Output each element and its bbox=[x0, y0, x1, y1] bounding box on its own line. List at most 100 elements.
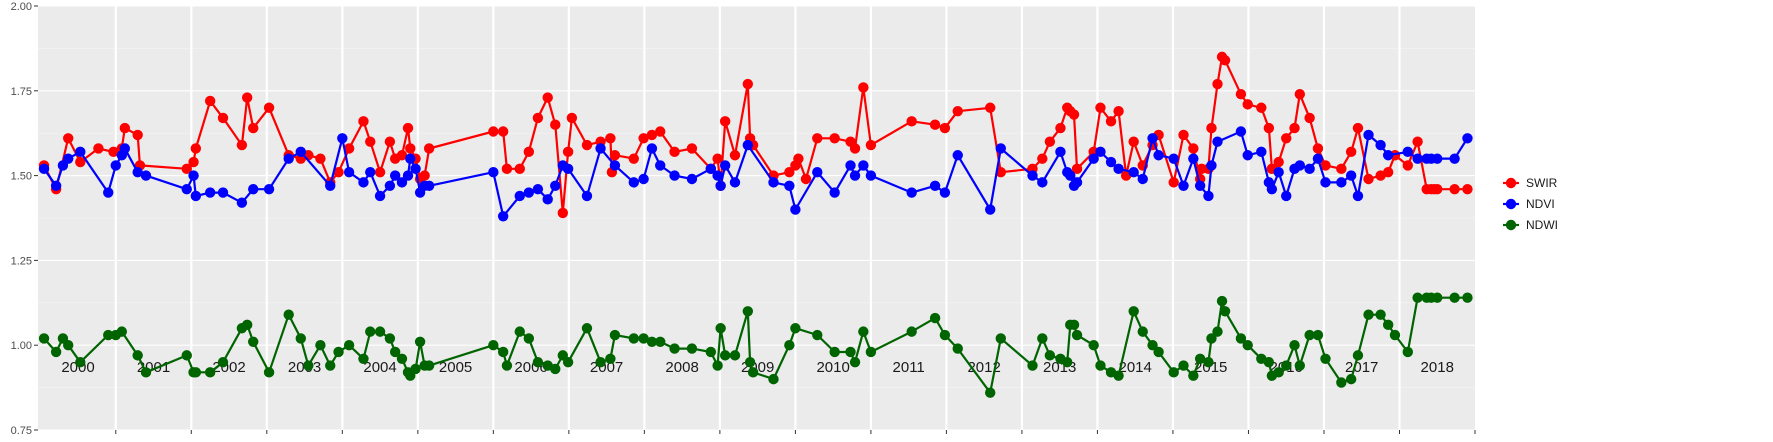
data-point bbox=[952, 150, 963, 161]
data-point bbox=[1336, 163, 1347, 175]
data-point bbox=[581, 139, 593, 151]
data-point bbox=[1071, 329, 1083, 341]
data-point bbox=[715, 323, 726, 334]
legend-key-point bbox=[1505, 219, 1517, 231]
data-point bbox=[1065, 170, 1076, 181]
data-point bbox=[1188, 153, 1199, 164]
data-point bbox=[75, 156, 86, 168]
data-point bbox=[1336, 377, 1347, 388]
data-point bbox=[985, 204, 996, 215]
data-point bbox=[646, 129, 658, 141]
data-point bbox=[263, 367, 275, 378]
data-point bbox=[248, 122, 259, 134]
data-point bbox=[605, 353, 616, 364]
data-point bbox=[1304, 329, 1315, 341]
data-point bbox=[50, 180, 62, 191]
data-point bbox=[63, 340, 74, 351]
data-point bbox=[609, 150, 621, 161]
data-point bbox=[929, 312, 941, 324]
data-point bbox=[414, 336, 426, 348]
data-point bbox=[800, 173, 812, 185]
data-point bbox=[849, 170, 861, 181]
data-point bbox=[1363, 129, 1374, 141]
data-point bbox=[93, 143, 104, 154]
data-point bbox=[1242, 150, 1253, 161]
data-point bbox=[1449, 183, 1460, 195]
data-point bbox=[550, 363, 561, 375]
data-point bbox=[929, 180, 941, 191]
data-point bbox=[790, 204, 801, 215]
data-point bbox=[1088, 153, 1099, 164]
data-point bbox=[1266, 183, 1278, 195]
data-point bbox=[1304, 112, 1315, 124]
data-point bbox=[263, 183, 275, 195]
data-point bbox=[595, 143, 606, 154]
data-point bbox=[747, 367, 759, 378]
data-point bbox=[542, 92, 553, 103]
data-point bbox=[729, 350, 741, 361]
data-point bbox=[1113, 105, 1124, 117]
data-point bbox=[1412, 292, 1423, 303]
data-point bbox=[1113, 163, 1124, 175]
data-point bbox=[1194, 180, 1206, 191]
data-point bbox=[295, 146, 306, 158]
data-point bbox=[1128, 306, 1139, 317]
data-point bbox=[1449, 153, 1460, 164]
data-point bbox=[236, 197, 248, 208]
data-point bbox=[1289, 340, 1300, 351]
data-point bbox=[1389, 329, 1401, 341]
data-point bbox=[655, 126, 666, 137]
data-point bbox=[906, 187, 917, 198]
y-tick-label: 2.00 bbox=[11, 1, 32, 13]
data-point bbox=[419, 170, 430, 181]
data-point bbox=[906, 116, 917, 127]
data-point bbox=[1345, 373, 1357, 385]
data-point bbox=[768, 373, 779, 385]
year-label: 2010 bbox=[816, 359, 849, 376]
data-point bbox=[829, 187, 840, 198]
data-point bbox=[241, 92, 253, 103]
data-point bbox=[181, 350, 192, 361]
data-point bbox=[1402, 160, 1413, 171]
data-point bbox=[1055, 122, 1066, 134]
data-point bbox=[1088, 340, 1099, 351]
data-point bbox=[1027, 170, 1038, 181]
data-point bbox=[669, 343, 680, 354]
data-point bbox=[742, 306, 754, 317]
data-point bbox=[595, 356, 606, 368]
data-point bbox=[1068, 109, 1080, 120]
data-point bbox=[103, 329, 114, 341]
data-point bbox=[719, 350, 731, 361]
data-point bbox=[384, 333, 396, 344]
data-point bbox=[423, 180, 435, 191]
data-point bbox=[410, 163, 421, 175]
data-point bbox=[343, 167, 355, 178]
data-point bbox=[1168, 367, 1179, 378]
data-point bbox=[217, 356, 229, 368]
data-point bbox=[315, 153, 326, 164]
data-point bbox=[1402, 346, 1413, 358]
year-label: 2018 bbox=[1421, 359, 1454, 376]
data-point bbox=[581, 323, 593, 334]
data-point bbox=[116, 326, 128, 337]
data-point bbox=[1128, 136, 1139, 147]
data-point bbox=[1432, 183, 1443, 195]
data-point bbox=[1212, 78, 1223, 90]
data-point bbox=[742, 139, 754, 151]
data-point bbox=[1412, 136, 1423, 147]
data-point bbox=[1153, 150, 1164, 161]
data-point bbox=[190, 143, 202, 154]
data-point bbox=[1188, 143, 1199, 154]
data-point bbox=[374, 326, 386, 337]
data-point bbox=[523, 333, 535, 344]
data-point bbox=[1178, 360, 1189, 371]
data-point bbox=[646, 143, 658, 154]
data-point bbox=[140, 367, 152, 378]
data-point bbox=[405, 153, 416, 164]
data-point bbox=[1095, 102, 1106, 113]
data-point bbox=[719, 116, 731, 127]
y-tick-label: 1.75 bbox=[11, 86, 32, 98]
data-point bbox=[358, 353, 369, 364]
data-point bbox=[75, 356, 86, 368]
data-point bbox=[1194, 353, 1206, 364]
